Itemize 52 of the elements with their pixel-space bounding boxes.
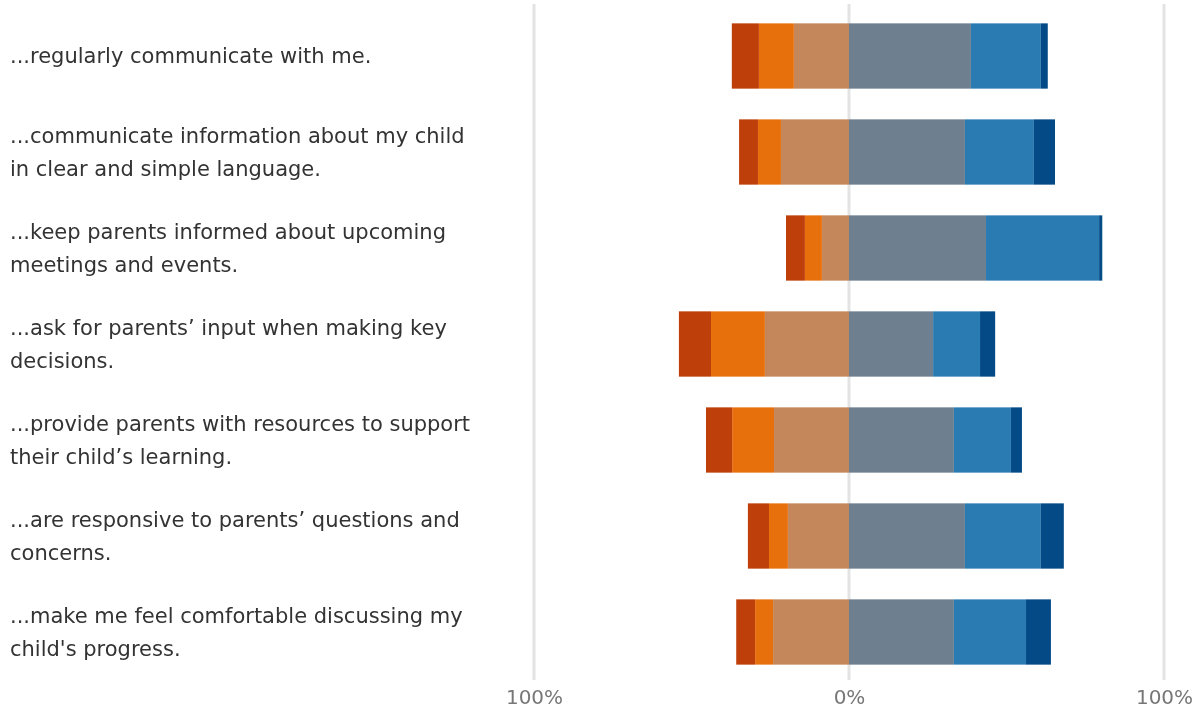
bar [757,119,781,185]
bar [774,407,849,473]
y-tick-label: ...communicate information about my child in clear and simple language. [10,123,465,181]
bar [970,23,1041,89]
x-tick-label: 0% [833,685,866,710]
bar [780,119,849,185]
bar [786,215,805,281]
y-tick-label: ...provide parents with resources to support their child’s learning. [10,411,471,469]
bar [1026,599,1051,665]
bar [755,599,774,665]
bar [964,503,1041,569]
bar [678,311,712,377]
y-tick-label: ...are responsive to parents’ questions and concerns. [10,507,460,565]
bar [732,407,775,473]
bar [1010,407,1022,473]
bar [1099,215,1103,281]
bar [933,311,981,377]
bar [773,599,849,665]
bar [1040,23,1048,89]
bar [953,599,1027,665]
bar [787,503,849,569]
y-tick-label: ...ask for parents’ input when making key decisions. [10,315,447,373]
bar [849,215,987,281]
bar [705,407,733,473]
bar [849,599,954,665]
bar [764,311,849,377]
bar [953,407,1011,473]
bar [793,23,849,89]
bar [1040,503,1064,569]
bar [731,23,759,89]
bar [768,503,788,569]
bar [711,311,765,377]
y-tick-label: ...make me feel comfortable discussing my child's progress. [10,603,463,661]
bar [849,311,934,377]
bar [804,215,822,281]
bar [964,119,1034,185]
x-tick-label: 100% [505,685,564,710]
x-tick-label: 100% [1135,685,1194,710]
bar [849,119,965,185]
bar [849,503,965,569]
bar [849,23,971,89]
bar [739,119,758,185]
bar [736,599,756,665]
bar [747,503,769,569]
bar [821,215,849,281]
y-tick-label: ...regularly communicate with me. [10,44,372,69]
bar [1033,119,1056,185]
bar [980,311,996,377]
bar [986,215,1100,281]
bar [758,23,794,89]
bar [849,407,954,473]
y-tick-label: ...keep parents informed about upcoming meetings and events. [10,219,446,277]
